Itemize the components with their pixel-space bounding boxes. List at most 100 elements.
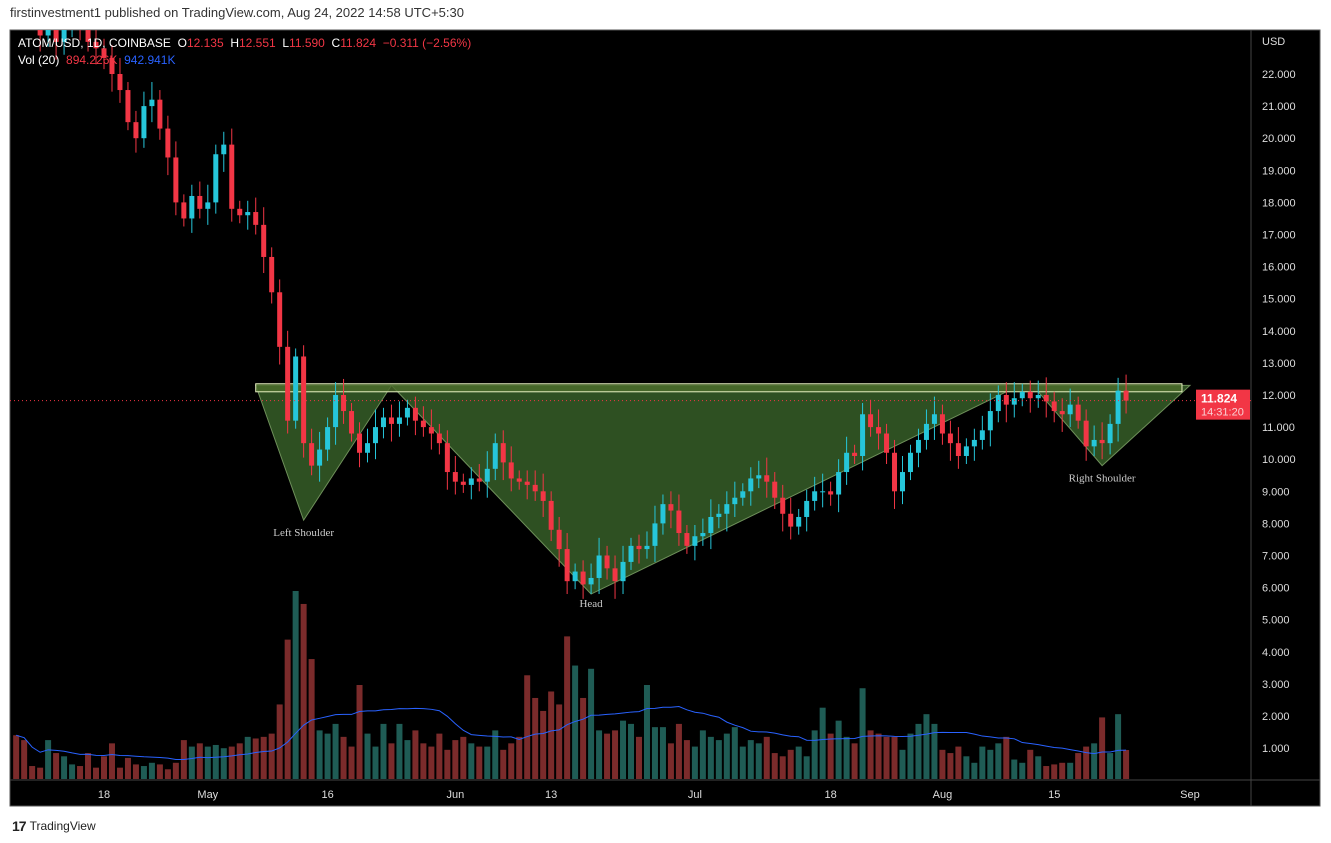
candle-body [372,427,378,444]
candle-body [828,491,834,495]
volume-row: Vol (20) 894.226K 942.941K [18,52,471,69]
price-tick-label: 16.000 [1262,262,1296,274]
volume-bar [604,733,611,779]
candle-body [700,533,706,537]
footer: 17 TradingView [12,818,96,834]
candle-body [117,74,123,91]
volume-bar [843,736,850,779]
candle-body [652,523,658,546]
volume-bar [388,743,395,779]
volume-bar [316,730,323,779]
candle-body [70,10,75,29]
volume-bar [236,743,243,779]
time-tick-label: Jul [688,789,702,801]
candle-body [844,452,850,473]
volume-bar [612,730,619,779]
candle-body [205,202,211,209]
footer-brand: TradingView [29,819,96,833]
volume-bar [588,668,595,779]
candle-body [620,561,626,582]
candle-body [540,491,546,501]
candle-body [564,549,570,582]
volume-bar [811,730,818,779]
price-tick-label: 14.000 [1262,326,1296,338]
volume-bar [731,727,738,779]
volume-bar [1051,764,1058,779]
candle-body [349,411,355,434]
candle-body [388,417,394,424]
time-tick-label: Jun [446,789,464,801]
volume-bar [13,735,20,779]
volume-bar [148,762,155,779]
volume-bar [564,636,571,779]
volume-bar [651,727,658,779]
volume-bar [101,756,107,779]
volume-bar [292,591,299,779]
volume-bar [45,740,52,779]
candle-body [309,443,315,466]
volume-bar [212,744,219,779]
candle-body [213,154,219,203]
volume-bar [29,766,36,779]
candle-body [1027,391,1033,399]
volume-bar [77,766,84,779]
time-tick-label: Aug [933,789,953,801]
volume-bar [691,746,698,779]
volume-bar [428,746,435,779]
candle-body [644,545,650,550]
volume-bar [859,688,866,779]
volume-label[interactable]: Vol (20) [18,53,60,67]
symbol-label[interactable]: ATOM/USD, 1D, COINBASE [18,36,171,50]
candle-body [820,491,826,493]
candle-body [732,497,738,505]
candle-body [1043,395,1049,402]
candle-body [756,475,762,479]
volume-bar [532,697,539,779]
volume-bar [1019,762,1026,779]
candle-body [676,510,682,534]
candle-body [1091,439,1097,447]
volume-bar [116,767,123,779]
volume-bar [21,740,28,779]
candle-body [444,443,450,473]
volume-bar [667,743,674,779]
volume-bar [683,740,690,779]
candle-body [596,555,602,578]
volume-bar [891,736,898,779]
candle-body [1059,411,1065,415]
candle-body [484,468,490,482]
volume-bar [220,748,227,779]
volume-bar [819,707,826,779]
volume-bar [755,743,762,779]
price-tick-label: 12.000 [1262,390,1296,402]
candle-body [548,500,554,530]
candle-body [357,433,363,453]
volume-bar [707,736,714,779]
open-label: O [177,36,187,50]
candle-body [780,497,786,514]
candle-body [30,10,35,16]
time-tick-label: 18 [825,789,837,801]
volume-bar [188,746,195,779]
volume-bar [252,738,259,779]
candle-body [285,346,291,421]
volume-bar [963,756,970,779]
candle-body [508,462,514,479]
volume-bar [156,764,163,779]
price-tick-label: 6.000 [1262,583,1290,595]
volume-bar [524,675,531,779]
candle-body [716,513,722,517]
chart-legend: ATOM/USD, 1D, COINBASE O12.135 H12.551 L… [18,35,471,69]
candle-body [836,472,842,495]
candle-body [45,30,51,36]
close-label: C [331,36,341,50]
volume-bar [739,746,746,779]
pattern-label: Head [579,598,603,610]
volume-bar [596,730,603,779]
candle-body [22,0,27,10]
volume-bar [747,740,754,779]
candle-body [460,481,466,485]
candle-body [149,99,155,107]
volume-bar [61,756,68,779]
